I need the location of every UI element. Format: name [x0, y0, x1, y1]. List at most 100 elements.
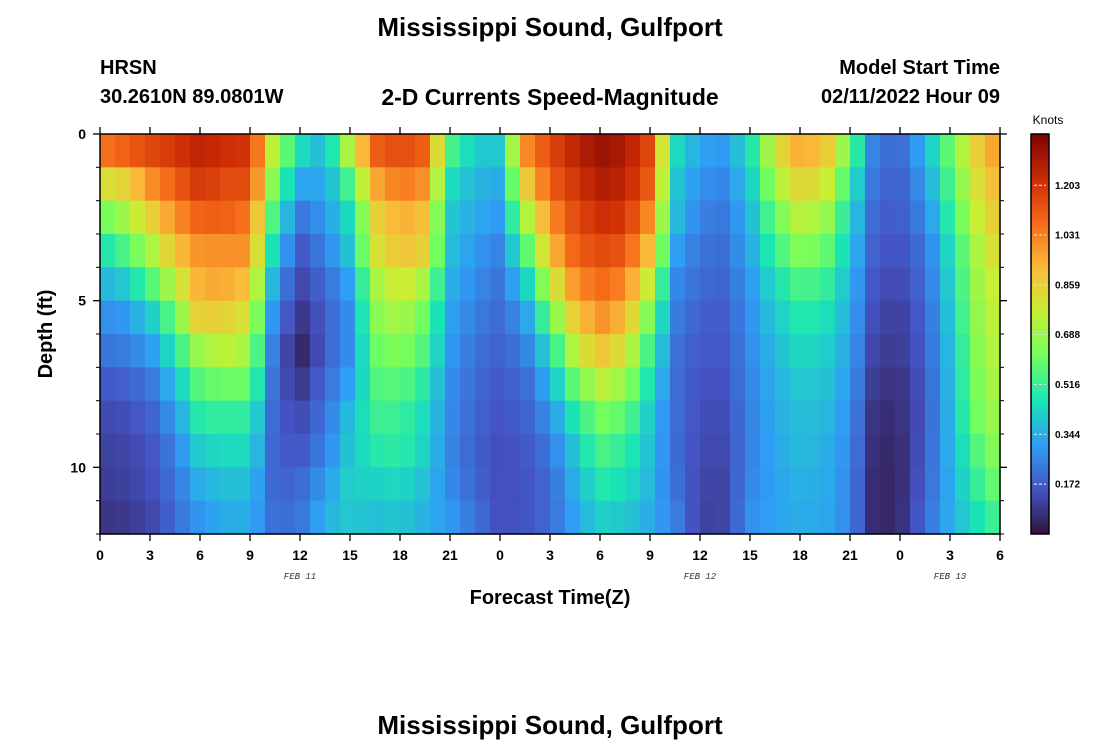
heatmap-cell [400, 134, 416, 168]
heatmap-cell [550, 334, 566, 368]
x-tick-label: 15 [742, 547, 758, 563]
heatmap-cell [535, 434, 551, 468]
heatmap-cell [940, 467, 956, 502]
heatmap-cell [655, 234, 671, 268]
heatmap-cell [925, 434, 941, 468]
heatmap-cell [715, 134, 731, 168]
heatmap-cell [175, 500, 191, 535]
heatmap-cell [565, 500, 581, 535]
heatmap-cell [250, 467, 266, 502]
heatmap-cell [160, 400, 176, 435]
heatmap-cell [445, 267, 461, 302]
heatmap-cell [295, 300, 311, 335]
heatmap-cell [730, 200, 746, 235]
heatmap-cell [940, 367, 956, 402]
heatmap-cell [445, 234, 461, 268]
heatmap-cell [310, 334, 326, 368]
heatmap-cell [490, 467, 506, 502]
heatmap-cell [340, 467, 356, 502]
heatmap-cell [895, 300, 911, 335]
heatmap-cell [295, 234, 311, 268]
heatmap-cell [895, 434, 911, 468]
heatmap-cell [370, 367, 386, 402]
heatmap-cell [430, 500, 446, 535]
heatmap-cell [985, 434, 1001, 468]
y-tick-label: 0 [78, 126, 86, 142]
heatmap-cell [685, 467, 701, 502]
heatmap-cell [700, 134, 716, 168]
heatmap-cell [670, 400, 686, 435]
heatmap-cell [775, 500, 791, 535]
x-tick-label: 6 [196, 547, 204, 563]
heatmap-cell [490, 434, 506, 468]
heatmap-cell [865, 200, 881, 235]
heatmap-cell [280, 434, 296, 468]
heatmap-cell [460, 434, 476, 468]
heatmap-cell [400, 434, 416, 468]
heatmap-cell [250, 267, 266, 302]
heatmap-cell [370, 334, 386, 368]
heatmap-cell [595, 467, 611, 502]
heatmap-cell [805, 467, 821, 502]
heatmap-cell [535, 400, 551, 435]
heatmap-cell [415, 367, 431, 402]
date-label: FEB 11 [284, 572, 316, 582]
heatmap-cell [445, 500, 461, 535]
heatmap-cell [805, 234, 821, 268]
heatmap-cell [280, 400, 296, 435]
heatmap-cell [625, 434, 641, 468]
heatmap-cell [580, 200, 596, 235]
heatmap-cell [475, 500, 491, 535]
heatmap-cell [670, 167, 686, 202]
heatmap-cell [535, 200, 551, 235]
heatmap-cell [295, 134, 311, 168]
heatmap-cell [445, 434, 461, 468]
heatmap-cell [310, 467, 326, 502]
heatmap-cell [250, 400, 266, 435]
heatmap-cell [955, 167, 971, 202]
heatmap-cell [805, 334, 821, 368]
heatmap-cell [550, 434, 566, 468]
heatmap-cell [205, 467, 221, 502]
heatmap-cell [565, 367, 581, 402]
heatmap-cell [655, 167, 671, 202]
heatmap-cell [265, 167, 281, 202]
heatmap-cell [685, 234, 701, 268]
heatmap-cell [550, 167, 566, 202]
heatmap-cell [685, 400, 701, 435]
heatmap-cell [475, 234, 491, 268]
heatmap-cell [535, 167, 551, 202]
heatmap-cell [835, 500, 851, 535]
heatmap-cell [415, 167, 431, 202]
heatmap-cell [265, 267, 281, 302]
heatmap-cell [850, 400, 866, 435]
heatmap-cell [355, 400, 371, 435]
heatmap-cell [220, 300, 236, 335]
heatmap-cell [805, 500, 821, 535]
heatmap-cell [850, 134, 866, 168]
heatmap-cell [850, 434, 866, 468]
heatmap-cell [550, 234, 566, 268]
heatmap-cell [550, 467, 566, 502]
heatmap-cell [715, 400, 731, 435]
heatmap-cell [385, 467, 401, 502]
heatmap-cell [850, 500, 866, 535]
heatmap-cell [220, 400, 236, 435]
heatmap-cell [925, 400, 941, 435]
heatmap-cell [700, 467, 716, 502]
heatmap-cell [865, 267, 881, 302]
heatmap-cell [595, 167, 611, 202]
heatmap-cell [370, 300, 386, 335]
heatmap-cell [745, 134, 761, 168]
heatmap-cell [865, 134, 881, 168]
heatmap-cell [535, 500, 551, 535]
heatmap-cell [535, 134, 551, 168]
heatmap-cell [115, 167, 131, 202]
heatmap-cell [100, 134, 116, 168]
heatmap-cell [130, 434, 146, 468]
heatmap-cell [760, 367, 776, 402]
heatmap-cell [610, 167, 626, 202]
heatmap-cell [535, 467, 551, 502]
heatmap-cell [430, 334, 446, 368]
heatmap-cell [490, 367, 506, 402]
